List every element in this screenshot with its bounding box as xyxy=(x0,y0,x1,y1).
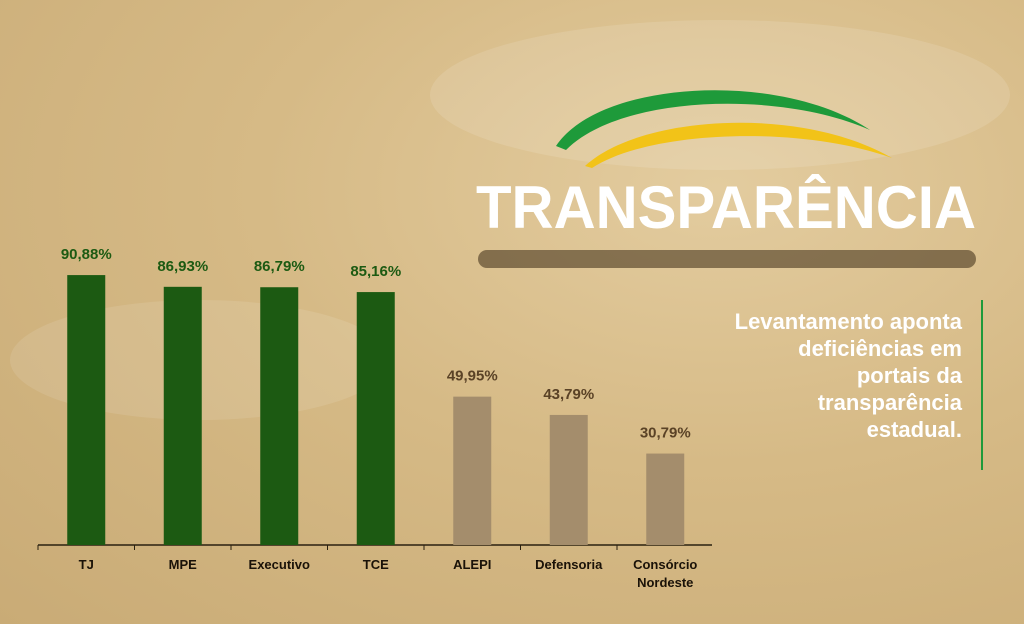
value-label: 49,95% xyxy=(447,368,498,385)
bar xyxy=(260,287,299,545)
value-label: 43,79% xyxy=(543,386,594,403)
bar xyxy=(549,414,588,545)
x-tick-label: Consórcio Nordeste xyxy=(633,557,698,590)
x-tick-label: TCE xyxy=(362,557,389,572)
bar xyxy=(356,292,395,545)
value-label: 30,79% xyxy=(640,425,691,442)
x-tick-label: Defensoria xyxy=(535,557,603,572)
value-label: 86,93% xyxy=(157,258,208,275)
bar xyxy=(163,286,202,545)
bar xyxy=(67,275,106,545)
x-tick-label: ALEPI xyxy=(453,557,492,572)
x-tick-label: MPE xyxy=(168,557,197,572)
value-label: 90,88% xyxy=(61,246,112,263)
logo-swoosh-yellow xyxy=(585,122,892,168)
value-label: 85,16% xyxy=(350,263,401,280)
x-tick-label: Executivo xyxy=(248,557,310,572)
title: TRANSPARÊNCIA xyxy=(476,174,976,241)
value-label: 86,79% xyxy=(254,258,305,275)
title-shadow xyxy=(478,250,976,268)
x-tick-label: TJ xyxy=(78,557,94,572)
bar xyxy=(646,453,685,545)
logo-swoosh-green xyxy=(556,90,870,150)
bar xyxy=(453,396,492,545)
subtitle: Levantamento aponta deficiências em port… xyxy=(734,309,962,442)
